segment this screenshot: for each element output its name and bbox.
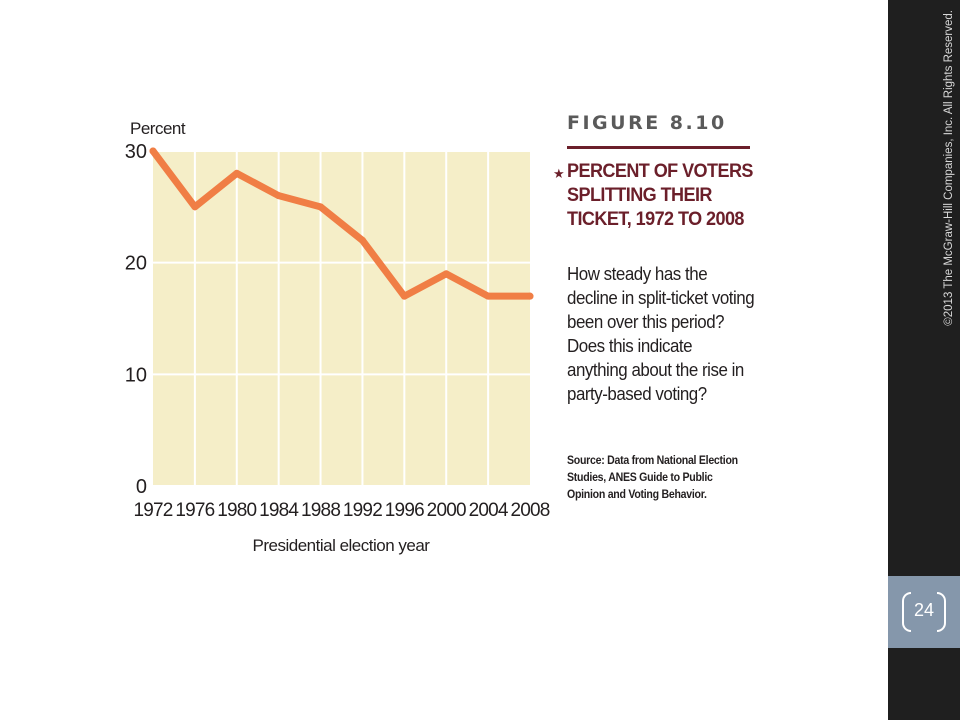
x-tick-label: 1980 <box>217 500 256 521</box>
data-point <box>317 203 325 211</box>
x-axis-label: Presidential election year <box>253 536 431 555</box>
x-tick-label: 1976 <box>175 500 214 521</box>
plot-area <box>153 151 530 486</box>
data-point <box>484 292 492 300</box>
series-line <box>149 147 534 300</box>
data-point <box>400 292 408 300</box>
page-number: 24 <box>913 600 935 620</box>
figure-title: PERCENT OF VOTERS SPLITTING THEIR TICKET… <box>567 161 753 230</box>
figure-question: How steady has the decline in split-tick… <box>567 264 755 404</box>
data-point <box>275 192 283 200</box>
figure-rule <box>567 146 750 149</box>
y-tick-label: 0 <box>136 476 147 498</box>
left-bracket-icon <box>902 592 911 632</box>
x-tick-label: 1984 <box>259 500 299 521</box>
data-point <box>442 270 450 278</box>
x-tick-label: 2000 <box>427 500 466 521</box>
copyright-notice: ©2013 The McGraw-Hill Companies, Inc. Al… <box>943 10 955 326</box>
x-tick-label: 2008 <box>510 500 549 521</box>
y-tick-label: 30 <box>125 141 147 163</box>
x-tick-label: 1972 <box>133 500 172 521</box>
slide: 0 10 20 30 1972 1976 1980 1984 1988 1992 1996 2000… <box>124 112 755 555</box>
line-chart: 0 10 20 30 1972 1976 1980 1984 1988 1992 1996 2000… <box>125 119 551 555</box>
x-tick-label: 1988 <box>301 500 340 521</box>
data-point <box>149 147 157 155</box>
x-tick-label: 2004 <box>469 500 509 521</box>
y-tick-labels: 0 10 20 30 <box>125 141 147 498</box>
x-tick-label: 1996 <box>385 500 424 521</box>
figure-source: Source: Data from National Election Stud… <box>567 455 738 501</box>
y-tick-label: 10 <box>125 364 147 386</box>
x-tick-labels: 1972 1976 1980 1984 1988 1992 1996 2000 2004 2008 <box>133 500 550 521</box>
page-number-box: 24 <box>888 576 960 648</box>
star-icon: ★ <box>553 166 565 181</box>
horizontal-gridlines <box>153 150 530 487</box>
figure-label: FIGURE 8.10 <box>567 112 727 134</box>
data-point <box>233 169 241 177</box>
y-axis-label: Percent <box>130 119 186 138</box>
data-point <box>358 236 366 244</box>
data-point <box>526 292 534 300</box>
data-point <box>191 203 199 211</box>
y-tick-label: 20 <box>125 253 147 275</box>
x-tick-label: 1992 <box>343 500 382 521</box>
data-points <box>149 147 534 300</box>
